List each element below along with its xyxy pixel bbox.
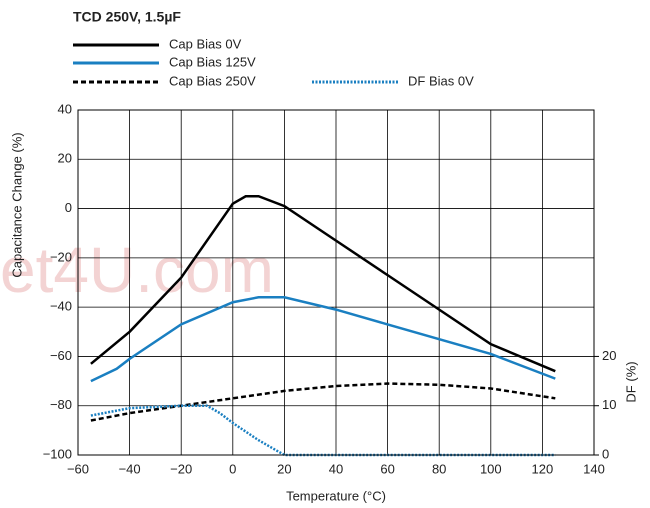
legend-label: DF Bias 0V [408,73,474,88]
x-tick-label: 100 [480,461,502,476]
series-line [90,404,556,457]
y-axis-label: Capacitance Change (%) [9,132,24,277]
y2-tick-label: 0 [602,446,609,461]
y-tick-label: 20 [58,151,72,166]
x-tick-label: 20 [277,461,291,476]
plot-frame [77,109,595,456]
x-tick-label: 0 [229,461,236,476]
y2-tick-label: 10 [602,397,616,412]
legend-label: Cap Bias 0V [169,36,242,51]
x-tick-label: 60 [380,461,394,476]
legend-label: Cap Bias 250V [169,73,256,88]
y-tick-label: 40 [58,101,72,116]
y-tick-label: 0 [65,200,72,215]
series-line [90,195,556,373]
y-tick-label: −40 [50,299,72,314]
series-line [90,296,556,383]
x-tick-label: 40 [329,461,343,476]
x-tick-label: 80 [432,461,446,476]
watermark: et4U.com [0,234,274,306]
x-axis-label: Temperature (°C) [286,488,386,503]
x-tick-label: 140 [583,461,605,476]
y-tick-label: −20 [50,249,72,264]
y-tick-label: −60 [50,348,72,363]
y-tick-label: −100 [43,446,72,461]
series-line [90,382,556,422]
y-tick-label: −80 [50,397,72,412]
y2-tick-label: 20 [602,348,616,363]
legend-label: Cap Bias 125V [169,54,256,69]
x-tick-label: −60 [67,461,89,476]
x-tick-label: 120 [532,461,554,476]
x-tick-label: −40 [119,461,141,476]
y2-axis-label: DF (%) [623,361,638,402]
chart-title: TCD 250V, 1.5µF [73,9,181,25]
x-tick-label: −20 [170,461,192,476]
